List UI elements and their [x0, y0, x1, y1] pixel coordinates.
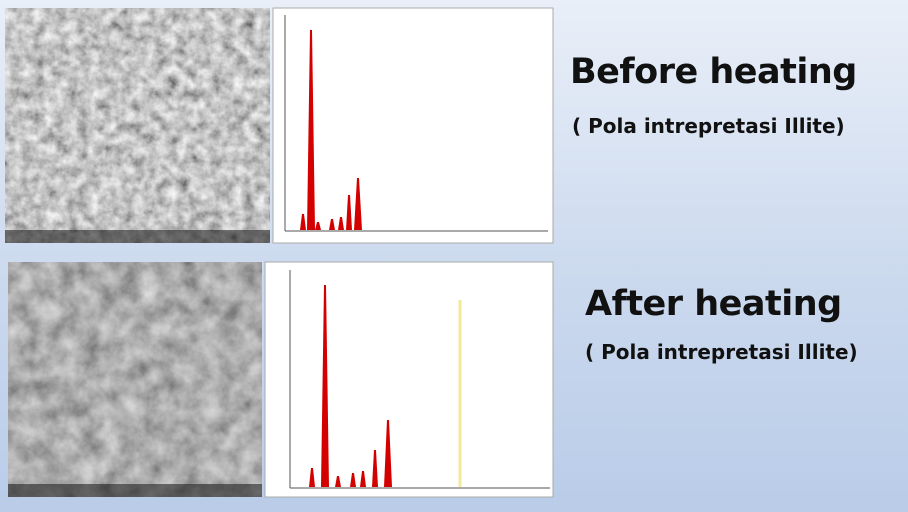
spectrum-frame: [272, 7, 554, 244]
peak: [315, 222, 321, 230]
peak: [329, 219, 335, 230]
peak: [321, 285, 329, 487]
caption: ( Pola intrepretasi Illite): [585, 340, 858, 364]
peak: [384, 420, 392, 487]
peak: [338, 217, 344, 230]
sem-image: [8, 262, 262, 497]
peak: [307, 30, 315, 230]
peak: [309, 468, 315, 487]
sem-info-bar: [8, 484, 262, 497]
caption: ( Pola intrepretasi Illite): [572, 114, 845, 138]
heading: Before heating: [570, 52, 857, 92]
peak: [335, 476, 341, 487]
heading: After heating: [585, 284, 842, 324]
spectrum-peaks: [300, 30, 392, 487]
peak: [360, 471, 366, 487]
sem-info-bar: [5, 230, 270, 243]
peak: [346, 195, 352, 230]
peak: [354, 178, 362, 230]
spectrum-frame: [264, 261, 554, 498]
sem-image: [5, 8, 270, 243]
peak: [372, 450, 378, 487]
peak: [300, 214, 306, 230]
peak: [350, 473, 356, 487]
